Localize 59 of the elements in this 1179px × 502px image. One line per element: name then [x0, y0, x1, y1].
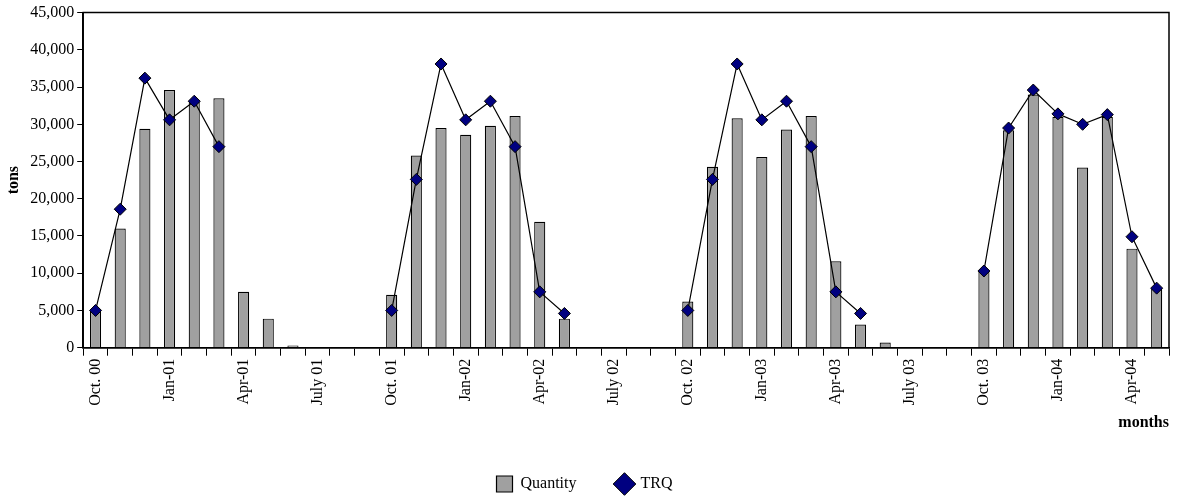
point: [705, 172, 719, 186]
y-tick-label: 45,000: [30, 2, 75, 20]
x-tick-label: Oct. 00: [85, 358, 103, 406]
y-tick-label: 10,000: [30, 263, 75, 281]
x-tick-label: Apr-03: [826, 358, 845, 405]
point: [187, 94, 201, 108]
point: [829, 285, 843, 299]
point: [1026, 83, 1040, 97]
y-tick-label: 20,000: [30, 188, 75, 206]
point: [1051, 107, 1065, 121]
point: [804, 140, 818, 154]
x-tick-label: July 02: [603, 358, 622, 406]
x-tick-label: Jan-04: [1048, 358, 1066, 402]
point: [780, 94, 793, 108]
x-tick-label: Oct. 02: [678, 358, 695, 406]
x-tick-label: Oct. 01: [381, 358, 399, 406]
x-tick-label: Apr-01: [233, 358, 252, 405]
point: [508, 140, 522, 154]
point: [977, 264, 991, 278]
x-tick-label: Jan-02: [455, 358, 473, 402]
y-tick-label: 30,000: [30, 114, 75, 132]
point: [755, 113, 769, 127]
point: [854, 306, 868, 320]
point: [138, 71, 152, 85]
legend-label: TRQ: [640, 474, 673, 492]
x-tick-label: July 01: [307, 358, 326, 406]
point: [409, 172, 423, 186]
point: [212, 140, 226, 154]
y-axis-title: tons: [3, 165, 21, 195]
point: [1125, 230, 1139, 244]
point: [483, 94, 497, 108]
x-tick-label: July 03: [900, 358, 919, 406]
y-tick-label: 40,000: [30, 40, 75, 58]
point: [1002, 121, 1016, 135]
x-axis-title: months: [1118, 412, 1169, 430]
y-tick-label: 0: [66, 337, 75, 355]
point: [113, 202, 127, 216]
point: [533, 285, 547, 299]
y-tick-label: 25,000: [30, 151, 75, 169]
point: [459, 113, 473, 127]
point: [385, 303, 399, 317]
point: [681, 303, 695, 317]
point: [1100, 108, 1114, 122]
point: [1076, 117, 1090, 131]
x-tick-label: Oct. 03: [974, 358, 992, 406]
point: [163, 113, 177, 127]
point: [89, 303, 103, 317]
x-tick-label: Jan-03: [752, 358, 770, 402]
y-tick-label: 35,000: [30, 77, 75, 95]
point: [1150, 281, 1164, 295]
point: [557, 306, 571, 320]
x-tick-label: Apr-04: [1122, 358, 1141, 405]
point: [434, 57, 448, 71]
legend-label: Quantity: [520, 474, 577, 493]
y-tick-label: 15,000: [30, 226, 75, 244]
x-tick-label: Apr-02: [529, 358, 548, 405]
point: [730, 57, 744, 71]
x-tick-label: Jan-01: [159, 358, 177, 402]
y-tick-label: 5,000: [38, 300, 75, 318]
